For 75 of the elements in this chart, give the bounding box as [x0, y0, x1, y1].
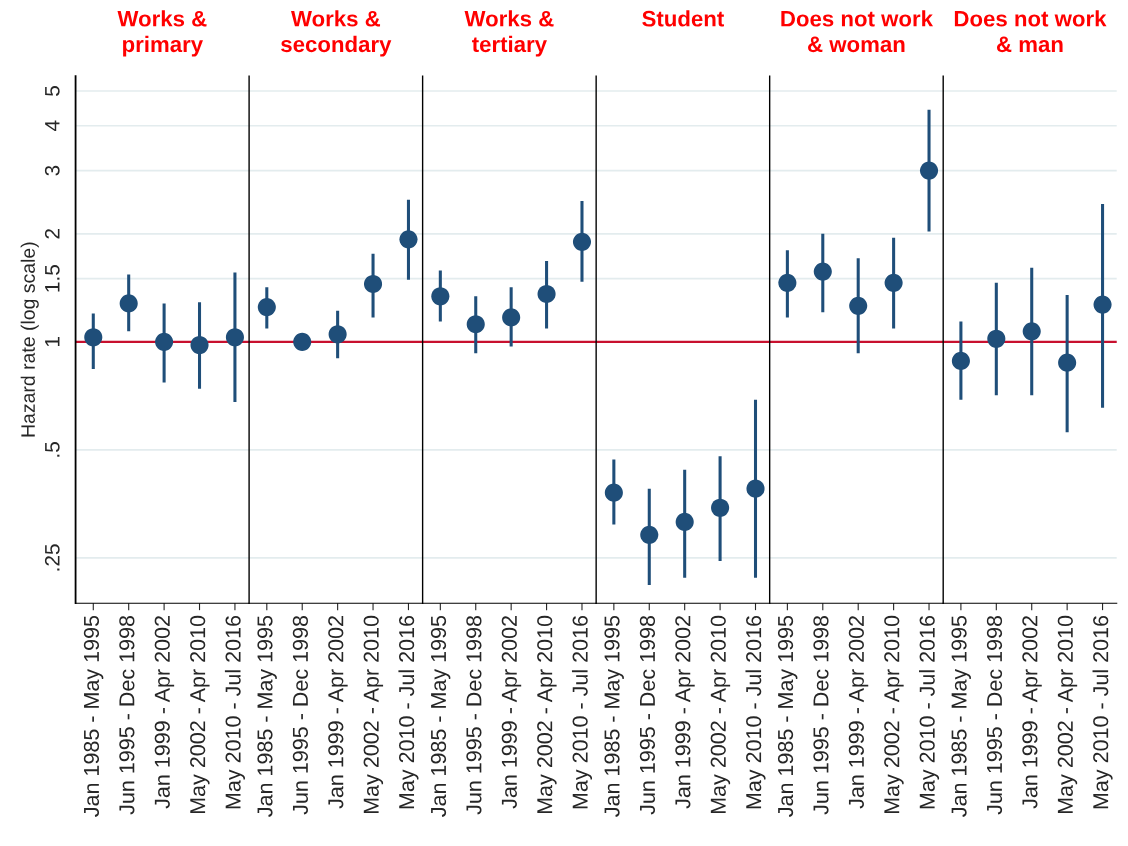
x-tick-label: Jan 1985 - May 1995: [951, 615, 971, 817]
x-tick-label: Jun 1995 - Dec 1998: [813, 615, 829, 815]
point: [919, 161, 939, 180]
point: [987, 329, 1006, 348]
x-tick-label: Jan 1999 - Apr 2002: [328, 616, 348, 809]
chart-title: Student: [642, 10, 724, 27]
point: [225, 328, 244, 347]
chart-title: Does not work & man: [954, 10, 1107, 53]
point: [190, 335, 209, 355]
point: [778, 273, 797, 292]
point: [84, 328, 103, 347]
point: [604, 483, 623, 502]
point: [466, 315, 485, 334]
y-tick-label: .5: [45, 442, 60, 457]
chart-title: Does not work & woman: [781, 10, 934, 53]
x-tick-label: Jan 1985 - May 1995: [604, 615, 624, 817]
x-tick-label: May 2002 - Apr 2010: [884, 615, 904, 814]
point: [293, 332, 312, 351]
x-tick-label: May 2002 - Apr 2010: [190, 615, 210, 814]
chart-title: Works & primary: [117, 10, 207, 57]
x-tick-label: May 2010 - Jul 2016: [745, 615, 766, 809]
point: [849, 296, 868, 315]
point: [813, 262, 832, 281]
x-tick-label: May 2010 - Jul 2016: [571, 615, 593, 809]
x-tick-label: Jan 1999 - Apr 2002: [501, 616, 522, 809]
chart-title: Works & tertiary: [464, 10, 554, 57]
point: [1022, 322, 1041, 341]
point: [951, 351, 970, 370]
x-tick-label: May 2002 - Apr 2010: [537, 615, 557, 814]
point: [119, 294, 138, 313]
x-tick-label: Jun 1995 - Dec 1998: [986, 615, 1003, 815]
x-tick-label: Jan 1999 - Apr 2002: [1022, 616, 1042, 809]
x-tick-label: Jan 1985 - May 1995: [430, 615, 451, 817]
point: [502, 308, 521, 327]
y-tick-label: 2: [44, 229, 60, 239]
y-tick-label: 3: [44, 165, 60, 176]
point: [257, 298, 276, 317]
point: [572, 232, 592, 251]
point: [1093, 295, 1112, 314]
point: [363, 274, 383, 293]
point: [675, 512, 694, 531]
x-tick-label: Jun 1995 - Dec 1998: [639, 615, 656, 815]
point: [537, 284, 556, 303]
x-tick-label: Jan 1999 - Apr 2002: [675, 616, 695, 809]
chart-title: Works & secondary: [281, 10, 392, 57]
point: [155, 332, 174, 351]
x-tick-label: May 2010 - Jul 2016: [224, 615, 245, 809]
y-tick-label: 1.5: [45, 265, 60, 292]
point: [640, 525, 659, 544]
x-tick-label: Jan 1985 - May 1995: [257, 615, 277, 817]
point: [711, 498, 730, 517]
x-tick-label: Jun 1995 - Dec 1998: [119, 615, 135, 815]
x-tick-label: Jun 1995 - Dec 1998: [292, 615, 308, 815]
x-tick-label: May 2010 - Jul 2016: [919, 615, 940, 809]
x-tick-label: May 2002 - Apr 2010: [1057, 615, 1078, 814]
x-tick-label: May 2010 - Jul 2016: [1092, 615, 1113, 809]
x-tick-label: May 2010 - Jul 2016: [398, 615, 419, 809]
point: [884, 273, 903, 292]
x-tick-label: May 2002 - Apr 2010: [710, 615, 731, 814]
point: [328, 325, 347, 344]
x-tick-label: Jan 1985 - May 1995: [777, 615, 798, 817]
x-tick-label: May 2002 - Apr 2010: [363, 615, 384, 814]
point: [431, 287, 450, 306]
y-tick-label: 5: [45, 86, 60, 96]
point: [1058, 353, 1077, 372]
y-tick-label: .25: [44, 544, 60, 571]
x-tick-label: Jan 1999 - Apr 2002: [154, 616, 175, 809]
x-tick-label: Jan 1985 - May 1995: [83, 615, 104, 817]
x-tick-label: Jan 1999 - Apr 2002: [848, 616, 869, 809]
x-tick-label: Jun 1995 - Dec 1998: [466, 615, 482, 815]
point: [399, 230, 418, 249]
point: [746, 479, 765, 498]
y-tick-label: 1: [45, 337, 60, 347]
y-tick-label: 4: [45, 120, 60, 132]
y-axis-title: Hazard rate (log scale): [20, 242, 39, 437]
